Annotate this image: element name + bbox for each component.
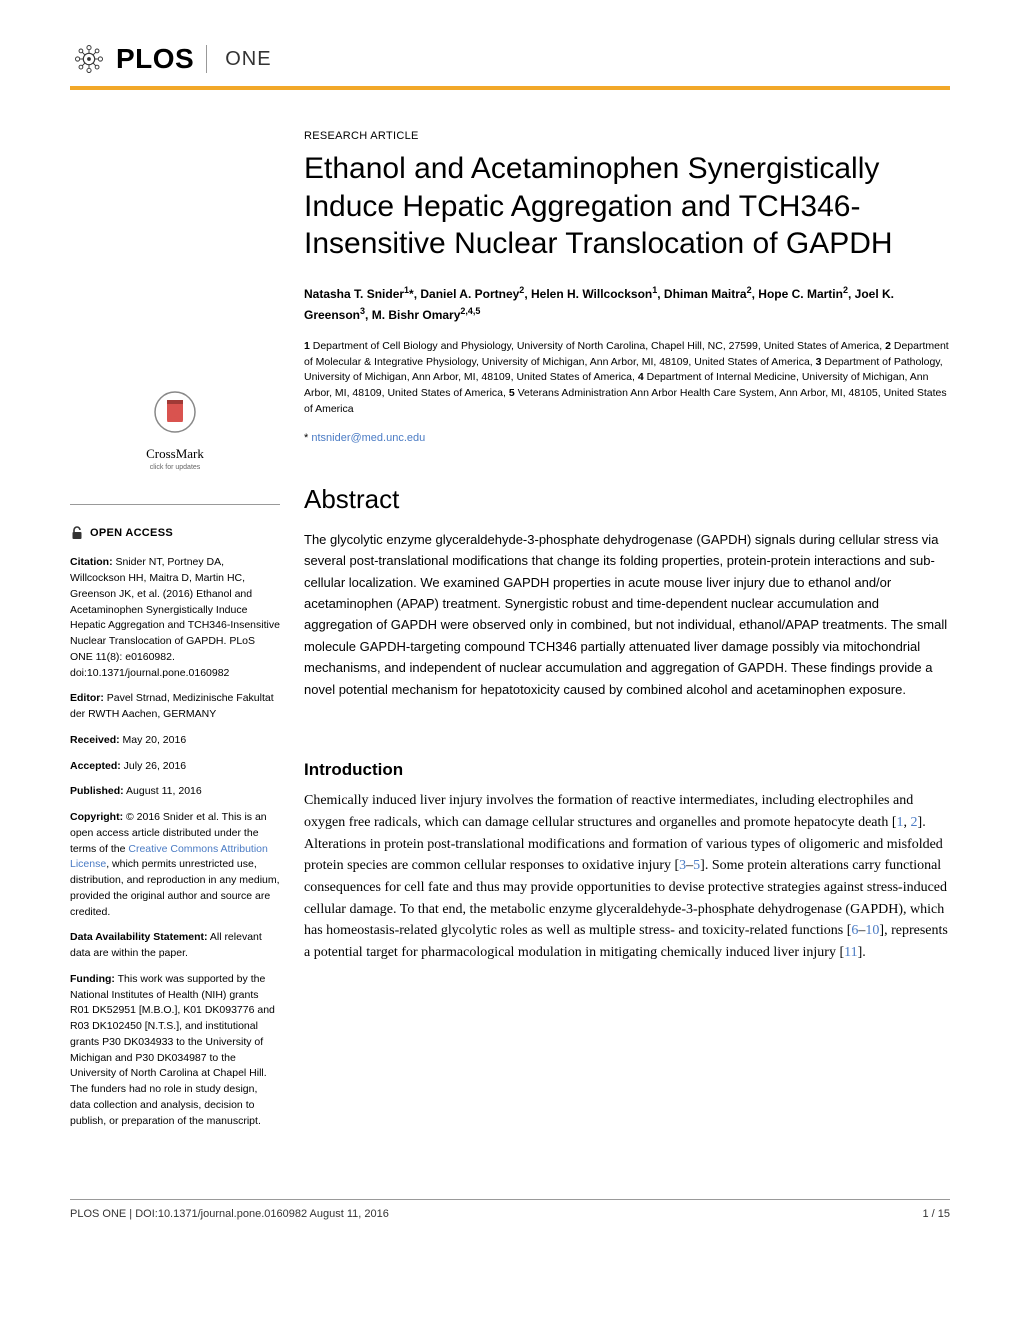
funding: Funding: This work was supported by the … — [70, 972, 280, 1130]
data-availability: Data Availability Statement: All relevan… — [70, 930, 280, 962]
crossmark-badge[interactable]: CrossMark click for updates — [70, 390, 280, 474]
editor: Editor: Pavel Strnad, Medizinische Fakul… — [70, 691, 280, 723]
article-title: Ethanol and Acetaminophen Synergisticall… — [304, 150, 950, 263]
page-footer: PLOS ONE | DOI:10.1371/journal.pone.0160… — [70, 1199, 950, 1220]
article-type: RESEARCH ARTICLE — [304, 130, 950, 142]
content-columns: CrossMark click for updates OPEN ACCESS … — [70, 130, 950, 1139]
plos-logo-icon — [70, 40, 108, 78]
crossmark-icon — [153, 390, 197, 434]
authors: Natasha T. Snider1*, Daniel A. Portney2,… — [304, 283, 950, 325]
published: Published: August 11, 2016 — [70, 784, 280, 800]
received: Received: May 20, 2016 — [70, 733, 280, 749]
journal-name: PLOS — [116, 43, 194, 75]
main-column: RESEARCH ARTICLE Ethanol and Acetaminoph… — [304, 130, 950, 1139]
journal-sub: ONE — [225, 48, 271, 71]
introduction-heading: Introduction — [304, 760, 950, 780]
corresponding-email-link[interactable]: ntsnider@med.unc.edu — [311, 432, 425, 444]
copyright: Copyright: © 2016 Snider et al. This is … — [70, 810, 280, 920]
crossmark-sub: click for updates — [70, 463, 280, 474]
page: PLOS ONE CrossMark click for updates — [0, 0, 1020, 1250]
open-access-text: OPEN ACCESS — [90, 525, 173, 542]
corresponding-author: * ntsnider@med.unc.edu — [304, 432, 950, 444]
open-access-badge: OPEN ACCESS — [70, 525, 280, 542]
unlock-icon — [70, 526, 84, 540]
introduction-body: Chemically induced liver injury involves… — [304, 790, 950, 964]
sidebar: CrossMark click for updates OPEN ACCESS … — [70, 390, 280, 1139]
divider — [70, 504, 280, 505]
abstract-heading: Abstract — [304, 484, 950, 515]
journal-header: PLOS ONE — [70, 40, 950, 90]
crossmark-label: CrossMark — [70, 444, 280, 464]
citation: Citation: Snider NT, Portney DA, Willcoc… — [70, 555, 280, 681]
abstract-body: The glycolytic enzyme glyceraldehyde-3-p… — [304, 529, 950, 701]
affiliations: 1 Department of Cell Biology and Physiol… — [304, 339, 950, 418]
footer-left: PLOS ONE | DOI:10.1371/journal.pone.0160… — [70, 1208, 389, 1220]
divider — [206, 45, 207, 73]
footer-right: 1 / 15 — [922, 1208, 950, 1220]
accepted: Accepted: July 26, 2016 — [70, 759, 280, 775]
